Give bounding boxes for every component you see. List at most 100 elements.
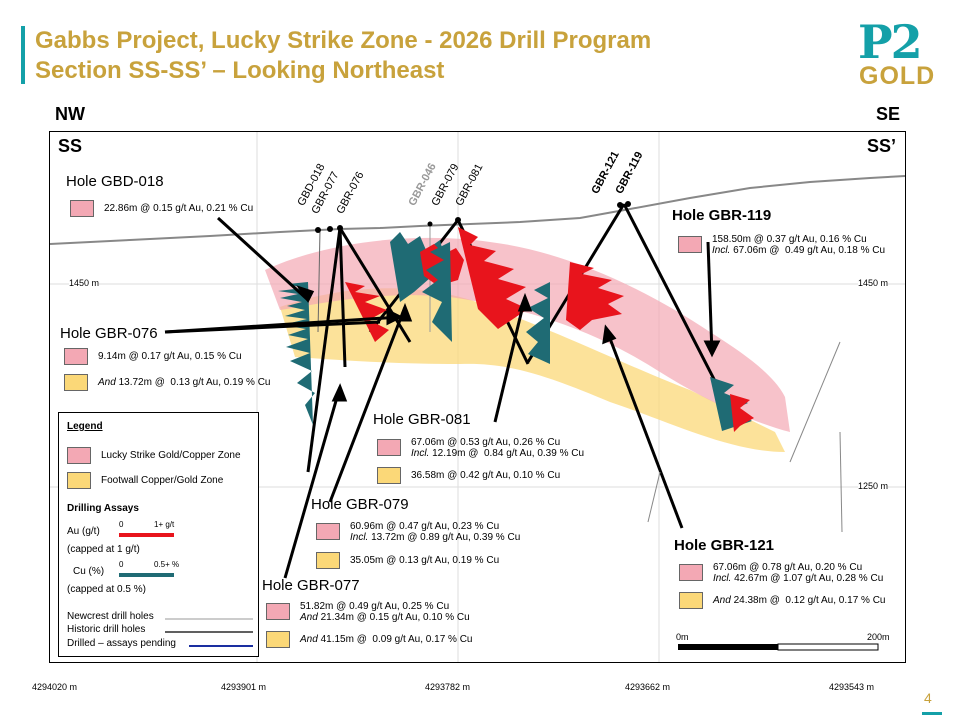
assay-prefix: Incl.	[411, 448, 430, 459]
assay-text: 67.06m @ 0.53 g/t Au, 0.26 % Cu	[411, 437, 561, 448]
assay-text: 67.06m @ 0.49 g/t Au, 0.18 % Cu	[730, 245, 886, 256]
legend-historic-label: Historic drill holes	[67, 624, 146, 635]
title-line-2: Section SS-SS’ – Looking Northeast	[35, 57, 445, 84]
legend-zone-footwall: Footwall Copper/Gold Zone	[67, 472, 223, 489]
zone-swatch-yellow	[316, 552, 340, 569]
cu-assay-bar	[422, 242, 452, 342]
legend-au-min: 0	[119, 520, 124, 529]
zone-swatch-pink	[679, 564, 703, 581]
callout-gbr121-assay-3: And 24.38m @ 0.12 g/t Au, 0.17 % Cu	[679, 592, 885, 609]
legend-zone-lucky-strike: Lucky Strike Gold/Copper Zone	[67, 447, 241, 464]
assay-text: 13.72m @ 0.13 g/t Au, 0.19 % Cu	[115, 377, 271, 388]
logo-gold: GOLD	[859, 62, 936, 90]
assay-prefix: Incl.	[350, 532, 369, 543]
assay-lines: 158.50m @ 0.37 g/t Au, 0.16 % Cu Incl. 6…	[712, 234, 885, 256]
legend-cu-label: Cu (%)	[73, 566, 105, 577]
legend-pending-label: Drilled – assays pending	[67, 638, 176, 649]
callout-gbr076-title: Hole GBR-076	[60, 325, 158, 342]
elevation-1450-left: 1450 m	[69, 278, 100, 288]
easting-label: 4294020 m	[32, 682, 78, 692]
assay-prefix: And	[98, 377, 116, 388]
lucky-strike-zone	[265, 237, 790, 432]
assay-incl: Incl. 42.67m @ 1.07 g/t Au, 0.28 % Cu	[713, 573, 883, 584]
legend-assays-title: Drilling Assays	[67, 503, 139, 514]
direction-se: SE	[876, 104, 901, 124]
assay-incl: Incl. 67.06m @ 0.49 g/t Au, 0.18 % Cu	[712, 245, 885, 256]
assay-prefix: And	[300, 634, 318, 645]
assay-text: 21.34m @ 0.15 g/t Au, 0.10 % Cu	[317, 612, 470, 623]
assay-text: 12.19m @ 0.84 g/t Au, 0.39 % Cu	[429, 448, 585, 459]
legend-box: Legend Lucky Strike Gold/Copper Zone Foo…	[58, 412, 259, 657]
zone-swatch-pink	[266, 603, 290, 620]
callout-gbr077-assay-3: And 41.15m @ 0.09 g/t Au, 0.17 % Cu	[266, 631, 472, 648]
assay-text: 67.06m @ 0.78 g/t Au, 0.20 % Cu	[713, 562, 863, 573]
assay-text: 51.82m @ 0.49 g/t Au, 0.25 % Cu	[300, 601, 450, 612]
callout-gbr076-assay-2: And 13.72m @ 0.13 g/t Au, 0.19 % Cu	[64, 374, 270, 391]
assay-lines: 51.82m @ 0.49 g/t Au, 0.25 % Cu And 21.3…	[300, 601, 470, 623]
assay-prefix: And	[300, 612, 318, 623]
page-number: 4	[924, 690, 932, 706]
callout-gbr081-assay-3: 36.58m @ 0.42 g/t Au, 0.10 % Cu	[377, 467, 560, 484]
legend-zone-label: Footwall Copper/Gold Zone	[101, 475, 224, 486]
section-label-ss: SS	[58, 136, 83, 156]
callout-gbr079-assay-3: 35.05m @ 0.13 g/t Au, 0.19 % Cu	[316, 552, 499, 569]
zone-swatch-pink	[67, 447, 91, 464]
legend-au-bar	[119, 533, 174, 537]
zone-swatch-yellow	[64, 374, 88, 391]
easting-label: 4293662 m	[625, 682, 671, 692]
zone-swatch-yellow	[679, 592, 703, 609]
title-line-1: Gabbs Project, Lucky Strike Zone - 2026 …	[35, 27, 652, 54]
zone-swatch-pink	[70, 200, 94, 217]
assay-prefix: Incl.	[712, 245, 731, 256]
easting-label: 4293782 m	[425, 682, 471, 692]
callout-gbd018-assay-1: 22.86m @ 0.15 g/t Au, 0.21 % Cu	[70, 200, 253, 217]
legend-cu-cap: (capped at 0.5 %)	[67, 584, 146, 595]
elevation-1450-right: 1450 m	[858, 278, 889, 288]
cross-section-drawing	[50, 132, 905, 662]
assay-lines: 67.06m @ 0.53 g/t Au, 0.26 % Cu Incl. 12…	[411, 437, 584, 459]
au-assay-bar	[730, 394, 754, 432]
legend-au-label: Au (g/t)	[67, 526, 100, 537]
callout-gbr079-title: Hole GBR-079	[311, 496, 409, 513]
zone-swatch-yellow	[377, 467, 401, 484]
section-label-ss-prime: SS’	[867, 136, 897, 156]
au-assay-bar	[566, 262, 624, 330]
page-accent-line	[922, 712, 942, 715]
assay-text: 22.86m @ 0.15 g/t Au, 0.21 % Cu	[104, 203, 254, 214]
assay-text: 41.15m @ 0.09 g/t Au, 0.17 % Cu	[317, 634, 473, 645]
scale-start: 0m	[676, 632, 689, 642]
assay-text: 36.58m @ 0.42 g/t Au, 0.10 % Cu	[411, 470, 561, 481]
assay-incl: Incl. 12.19m @ 0.84 g/t Au, 0.39 % Cu	[411, 448, 584, 459]
legend-newcrest-label: Newcrest drill holes	[67, 611, 154, 622]
gbd018-trace	[317, 229, 321, 333]
zone-swatch-pink	[64, 348, 88, 365]
assay-text: 24.38m @ 0.12 g/t Au, 0.17 % Cu	[730, 595, 886, 606]
legend-au-cap: (capped at 1 g/t)	[67, 544, 140, 555]
legend-title: Legend	[67, 421, 103, 432]
assay-text: 9.14m @ 0.17 g/t Au, 0.15 % Cu	[98, 351, 242, 362]
callout-gbr081-assays: 67.06m @ 0.53 g/t Au, 0.26 % Cu Incl. 12…	[377, 437, 584, 459]
zone-swatch-pink	[377, 439, 401, 456]
assay-text: 35.05m @ 0.13 g/t Au, 0.19 % Cu	[350, 555, 500, 566]
assay-incl: Incl. 13.72m @ 0.89 g/t Au, 0.39 % Cu	[350, 532, 520, 543]
scale-bar	[678, 643, 879, 651]
callout-gbr081-title: Hole GBR-081	[373, 411, 471, 428]
logo-p2: P2	[858, 15, 923, 69]
zone-swatch-pink	[678, 236, 702, 253]
easting-label: 4293901 m	[221, 682, 267, 692]
legend-au-max: 1+ g/t	[154, 520, 175, 529]
legend-cu-min: 0	[119, 560, 124, 569]
assay-prefix: Incl.	[713, 573, 732, 584]
zone-swatch-yellow	[67, 472, 91, 489]
callout-gbr076-assay-1: 9.14m @ 0.17 g/t Au, 0.15 % Cu	[64, 348, 242, 365]
easting-label: 4293543 m	[829, 682, 875, 692]
drill-collars	[315, 201, 631, 233]
callout-gbr119-title: Hole GBR-119	[672, 207, 772, 224]
assay-and: And 21.34m @ 0.15 g/t Au, 0.10 % Cu	[300, 612, 470, 623]
elevation-1250-right: 1250 m	[858, 481, 889, 491]
callout-gbr121-assays: 67.06m @ 0.78 g/t Au, 0.20 % Cu Incl. 42…	[679, 562, 883, 584]
assay-lines: 60.96m @ 0.47 g/t Au, 0.23 % Cu Incl. 13…	[350, 521, 520, 543]
assay-prefix: And	[713, 595, 731, 606]
legend-cu-max: 0.5+ %	[154, 560, 180, 569]
legend-cu-bar	[119, 573, 174, 577]
